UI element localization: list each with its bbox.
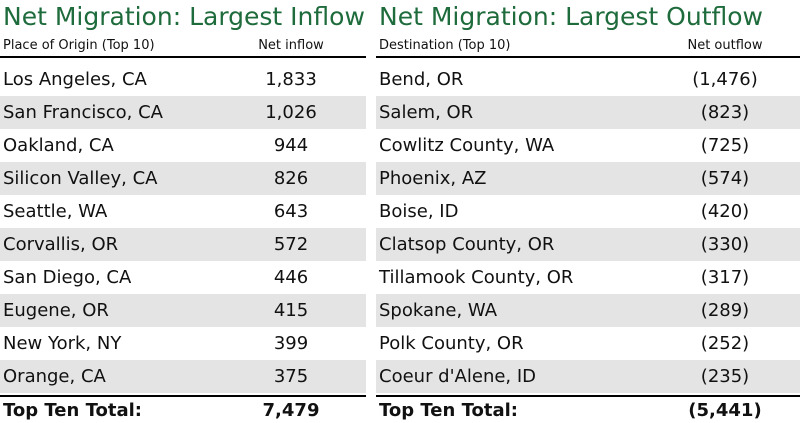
value-cell: (330) <box>700 234 750 255</box>
value-cell: 643 <box>273 201 309 222</box>
place-cell: Cowlitz County, WA <box>379 135 555 156</box>
place-cell: Tillamook County, OR <box>379 267 574 288</box>
table-row: Los Angeles, CA 1,833 <box>0 63 366 96</box>
header-cell: Net outflow <box>687 37 763 53</box>
place-cell: Clatsop County, OR <box>379 234 555 255</box>
header-row: Place of Origin (Top 10) Net inflow <box>0 34 366 58</box>
table: Net Migration: Largest Inflow Place of Or… <box>0 0 366 421</box>
place-cell: Corvallis, OR <box>3 234 119 255</box>
value-cell: (420) <box>700 201 750 222</box>
table-row: Phoenix, AZ (574) <box>376 162 800 195</box>
place-cell: San Francisco, CA <box>3 102 163 123</box>
place-cell: Spokane, WA <box>379 300 498 321</box>
table-row: Cowlitz County, WA (725) <box>376 129 800 162</box>
value-cell: (1,476) <box>692 69 758 90</box>
value-cell: 944 <box>273 135 309 156</box>
table-row: Coeur d'Alene, ID (235) <box>376 360 800 393</box>
value-cell: (725) <box>700 135 750 156</box>
place-cell: Seattle, WA <box>3 201 108 222</box>
value-cell: (823) <box>700 102 750 123</box>
place-cell: Boise, ID <box>379 201 459 222</box>
value-cell: (574) <box>700 168 750 189</box>
header-cell: Destination (Top 10) <box>379 37 511 53</box>
table-row: Seattle, WA 643 <box>0 195 366 228</box>
place-cell: New York, NY <box>3 333 122 354</box>
header-row: Destination (Top 10) Net outflow <box>376 34 800 58</box>
header-cell: Place of Origin (Top 10) <box>3 37 155 53</box>
total-value: (5,441) <box>688 399 762 421</box>
table-row: New York, NY 399 <box>0 327 366 360</box>
place-cell: Silicon Valley, CA <box>3 168 158 189</box>
table-row: Boise, ID (420) <box>376 195 800 228</box>
place-cell: Los Angeles, CA <box>3 69 147 90</box>
table-row: Tillamook County, OR (317) <box>376 261 800 294</box>
value-cell: 1,026 <box>265 102 317 123</box>
place-cell: Eugene, OR <box>3 300 109 321</box>
table-row: Orange, CA 375 <box>0 360 366 393</box>
table-row: Spokane, WA (289) <box>376 294 800 327</box>
total-label: Top Ten Total: <box>379 399 518 421</box>
value-cell: (235) <box>700 366 750 387</box>
value-cell: 572 <box>273 234 309 255</box>
place-cell: Polk County, OR <box>379 333 524 354</box>
table-row: Eugene, OR 415 <box>0 294 366 327</box>
value-cell: 826 <box>273 168 309 189</box>
table-row: Bend, OR (1,476) <box>376 63 800 96</box>
table-row: Oakland, CA 944 <box>0 129 366 162</box>
value-cell: 415 <box>273 300 309 321</box>
total-row: Top Ten Total: 7,479 <box>0 395 366 423</box>
table-row: Polk County, OR (252) <box>376 327 800 360</box>
table-row: Corvallis, OR 572 <box>0 228 366 261</box>
value-cell: 375 <box>273 366 309 387</box>
value-cell: 1,833 <box>265 69 317 90</box>
table-row: Salem, OR (823) <box>376 96 800 129</box>
total-label: Top Ten Total: <box>3 399 142 421</box>
place-cell: Oakland, CA <box>3 135 114 156</box>
table: Net Migration: Largest Outflow Destinatio… <box>376 0 800 421</box>
place-cell: Salem, OR <box>379 102 474 123</box>
table-title: Net Migration: Largest Inflow <box>3 2 365 31</box>
value-cell: (289) <box>700 300 750 321</box>
place-cell: Coeur d'Alene, ID <box>379 366 537 387</box>
table-title: Net Migration: Largest Outflow <box>379 2 763 31</box>
table-row: San Diego, CA 446 <box>0 261 366 294</box>
place-cell: San Diego, CA <box>3 267 132 288</box>
table-row: Silicon Valley, CA 826 <box>0 162 366 195</box>
value-cell: (317) <box>700 267 750 288</box>
value-cell: 446 <box>273 267 309 288</box>
place-cell: Bend, OR <box>379 69 464 90</box>
place-cell: Orange, CA <box>3 366 106 387</box>
header-cell: Net inflow <box>258 37 324 53</box>
table-row: San Francisco, CA 1,026 <box>0 96 366 129</box>
value-cell: (252) <box>700 333 750 354</box>
value-cell: 399 <box>273 333 309 354</box>
table-row: Clatsop County, OR (330) <box>376 228 800 261</box>
total-value: 7,479 <box>262 399 320 421</box>
total-row: Top Ten Total: (5,441) <box>376 395 800 423</box>
place-cell: Phoenix, AZ <box>379 168 487 189</box>
